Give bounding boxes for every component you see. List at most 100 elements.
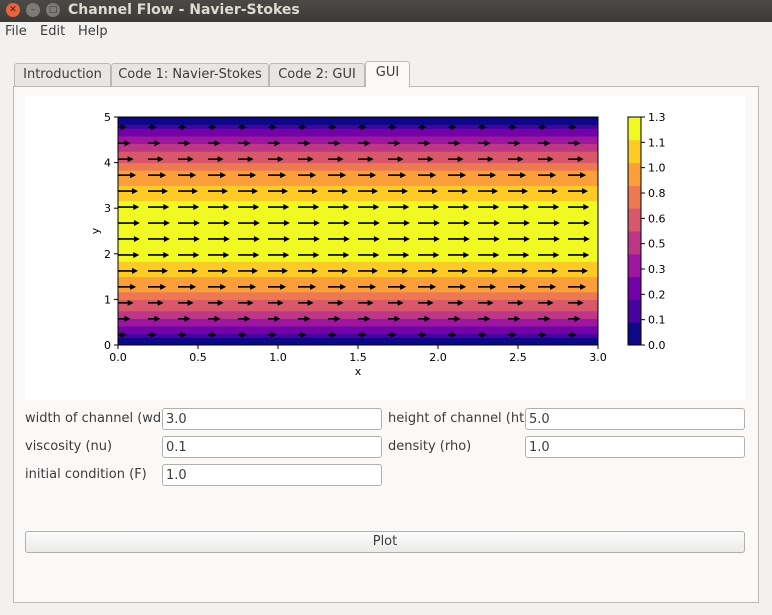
quiver-arrowhead xyxy=(582,267,589,274)
menu-edit[interactable]: Edit xyxy=(40,24,66,39)
quiver-arrowhead xyxy=(184,140,191,147)
contour-band xyxy=(118,151,598,156)
quiver-arrowhead xyxy=(553,204,560,211)
quiver-arrowhead xyxy=(460,172,467,179)
quiver-arrowhead xyxy=(283,251,290,258)
height-input[interactable] xyxy=(525,408,745,430)
quiver-arrowhead xyxy=(544,140,551,147)
close-window-button[interactable]: ✕ xyxy=(6,3,20,17)
y-tick-label: 3 xyxy=(104,202,111,215)
plot-button[interactable]: Plot xyxy=(25,531,745,553)
contour-band xyxy=(118,132,598,137)
quiver-arrowhead xyxy=(250,283,257,290)
x-tick-label: 0.5 xyxy=(189,351,207,364)
quiver-arrowhead xyxy=(490,172,497,179)
y-axis-label: y xyxy=(89,227,102,234)
quiver-arrowhead xyxy=(282,188,289,195)
contour-band xyxy=(118,322,598,327)
quiver-arrowhead xyxy=(163,235,170,242)
quiver-arrowhead xyxy=(130,283,137,290)
quiver-arrowhead xyxy=(480,124,487,131)
quiver-arrowhead xyxy=(154,140,161,147)
quiver-arrowhead xyxy=(544,315,551,322)
contour-band xyxy=(118,341,598,346)
quiver-arrowhead xyxy=(493,235,500,242)
tab-code1-navier-stokes[interactable]: Code 1: Navier-Stokes xyxy=(111,63,269,87)
quiver-arrowhead xyxy=(433,220,440,227)
quiver-arrowhead xyxy=(424,140,431,147)
contour-band xyxy=(118,238,598,243)
quiver-arrowhead xyxy=(520,172,527,179)
tab-code2-gui[interactable]: Code 2: GUI xyxy=(269,63,365,87)
quiver-arrowhead xyxy=(577,156,584,163)
width-input[interactable] xyxy=(162,408,382,430)
contour-band xyxy=(118,162,598,167)
quiver-arrowhead xyxy=(223,251,230,258)
quiver-arrowhead xyxy=(550,283,557,290)
colorbar-segment xyxy=(628,117,641,141)
quiver-arrowhead xyxy=(394,140,401,147)
initial-condition-input[interactable] xyxy=(162,464,382,486)
quiver-arrowhead xyxy=(313,204,320,211)
maximize-window-button[interactable]: □ xyxy=(46,3,60,17)
quiver-arrowhead xyxy=(432,188,439,195)
quiver-arrowhead xyxy=(223,235,230,242)
quiver-arrowhead xyxy=(312,267,319,274)
contour-band xyxy=(118,257,598,262)
quiver-arrowhead xyxy=(402,188,409,195)
quiver-arrowhead xyxy=(400,172,407,179)
quiver-arrowhead xyxy=(427,156,434,163)
quiver-arrowhead xyxy=(190,283,197,290)
quiver-arrowhead xyxy=(163,220,170,227)
contour-band xyxy=(118,212,598,217)
tab-gui[interactable]: GUI xyxy=(365,61,410,87)
quiver-arrowhead xyxy=(552,188,559,195)
contour-band xyxy=(118,246,598,251)
colorbar-segment xyxy=(628,253,641,278)
minimize-window-button[interactable]: – xyxy=(26,3,40,17)
quiver-arrowhead xyxy=(493,220,500,227)
quiver-arrowhead xyxy=(570,124,577,131)
menu-bar: File Edit Help xyxy=(0,22,772,42)
y-tick-label: 5 xyxy=(104,111,111,124)
quiver-arrowhead xyxy=(493,251,500,258)
colorbar-segment xyxy=(628,139,641,164)
quiver-arrowhead xyxy=(163,251,170,258)
contour-band xyxy=(118,219,598,224)
contour-band xyxy=(118,223,598,228)
quiver-arrowhead xyxy=(420,124,427,131)
quiver-arrowhead xyxy=(127,299,134,306)
plot-area: 0.0 0.5 1.0 1.5 2.0 2.5 3.0 0 1 2 3 4 5 x y 0.0 0.1 0.2 0.… xyxy=(25,96,745,400)
quiver-arrowhead xyxy=(463,251,470,258)
quiver-arrowhead xyxy=(340,172,347,179)
menu-file[interactable]: File xyxy=(5,24,27,39)
contour-band xyxy=(118,136,598,141)
quiver-arrowhead xyxy=(580,283,587,290)
width-label: width of channel (wd) xyxy=(25,411,167,426)
quiver-arrowhead xyxy=(360,331,367,338)
contour-band xyxy=(118,288,598,293)
colorbar-segment xyxy=(628,299,641,323)
quiver-arrowhead xyxy=(133,235,140,242)
quiver-arrowhead xyxy=(252,188,259,195)
contour-band xyxy=(118,329,598,335)
contour-band xyxy=(118,120,598,126)
quiver-arrowhead xyxy=(274,140,281,147)
contour-band xyxy=(118,326,598,331)
quiver-arrowhead xyxy=(580,172,587,179)
density-input[interactable] xyxy=(525,436,745,458)
quiver-arrowhead xyxy=(210,331,217,338)
menu-help[interactable]: Help xyxy=(78,24,108,39)
quiver-arrowhead xyxy=(282,267,289,274)
tab-introduction[interactable]: Introduction xyxy=(14,63,111,87)
quiver-arrowhead xyxy=(583,251,590,258)
quiver-arrowhead xyxy=(460,283,467,290)
x-tick-label: 3.0 xyxy=(589,351,607,364)
quiver-arrowhead xyxy=(304,315,311,322)
viscosity-input[interactable] xyxy=(162,436,382,458)
quiver-arrowhead xyxy=(490,283,497,290)
quiver-arrowhead xyxy=(240,124,247,131)
colorbar-segment xyxy=(628,185,641,209)
quiver-arrowhead xyxy=(373,251,380,258)
quiver-arrowhead xyxy=(300,124,307,131)
